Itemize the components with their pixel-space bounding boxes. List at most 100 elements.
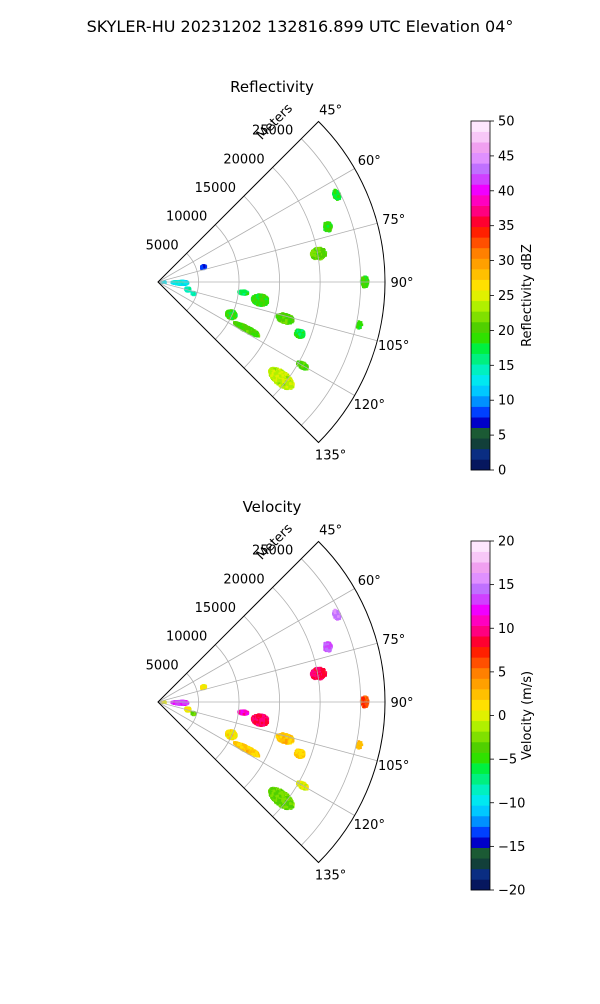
echo-pixel xyxy=(269,370,272,373)
echo-pixel xyxy=(282,374,285,377)
echo-pixel xyxy=(365,283,368,286)
azimuth-spoke xyxy=(158,282,377,341)
echo-pixel xyxy=(265,300,268,303)
echo-pixel xyxy=(322,253,325,256)
colorbar-swatch xyxy=(471,195,490,206)
echo-pixel xyxy=(227,310,230,313)
echo-pixel xyxy=(246,330,249,333)
echo-pixel xyxy=(334,189,337,192)
colorbar-swatch xyxy=(471,184,490,195)
colorbar-tick-label: 45 xyxy=(498,149,515,164)
echo-pixel xyxy=(255,333,258,336)
echo-pixel xyxy=(337,195,340,198)
echo-pixel xyxy=(322,251,325,254)
echo-pixel xyxy=(277,370,280,373)
radial-tick-label: 20000 xyxy=(223,152,264,167)
echo-pixel xyxy=(240,326,243,329)
echo-pixel xyxy=(281,371,284,374)
echo-pixel xyxy=(325,228,328,231)
colorbar-swatch xyxy=(471,248,490,259)
colorbar-swatch xyxy=(471,354,490,365)
echo-pixel xyxy=(357,323,360,326)
echo-pixel xyxy=(366,277,369,280)
echo-cell xyxy=(251,293,269,307)
echo-pixel xyxy=(289,319,292,322)
echo-cell xyxy=(323,221,333,232)
reflectivity-panel: Reflectivity 45°60°75°90°105°120°135°500… xyxy=(146,78,535,479)
colorbar-swatch xyxy=(471,280,490,291)
colorbar-tick-label: 10 xyxy=(498,394,515,409)
echo-pixel xyxy=(274,372,277,375)
colorbar-tick-label: 5 xyxy=(498,429,506,444)
echo-pixel xyxy=(318,247,321,250)
echo-pixel xyxy=(301,329,304,332)
velocity-panel: Velocity 45°60°75°90°105°120°135°5000100… xyxy=(146,498,535,899)
colorbar-swatch xyxy=(471,258,490,269)
echo-pixel xyxy=(252,297,255,300)
echo-pixel xyxy=(242,324,245,327)
colorbar-swatch xyxy=(471,396,490,407)
reflectivity-colorbar-label: Reflectivity dBZ xyxy=(520,244,535,347)
echo-pixel xyxy=(191,292,194,295)
colorbar-swatch xyxy=(471,322,490,333)
colorbar-tick-label: 30 xyxy=(498,254,515,269)
echo-pixel xyxy=(276,375,279,378)
colorbar-swatch xyxy=(471,311,490,322)
echo-cell xyxy=(237,289,249,295)
echo-pixel xyxy=(280,318,283,321)
colorbar-swatch xyxy=(471,237,490,248)
echo-pixel xyxy=(246,292,249,295)
angle-tick-label: 120° xyxy=(354,398,385,413)
colorbar-swatch xyxy=(471,301,490,312)
echo-pixel xyxy=(260,298,263,301)
echo-pixel xyxy=(327,225,330,228)
echo-pixel xyxy=(329,224,332,227)
reflectivity-title: Reflectivity xyxy=(230,78,314,96)
angle-tick-label: 105° xyxy=(378,339,409,354)
colorbar-swatch xyxy=(471,121,490,132)
colorbar-swatch xyxy=(471,153,490,164)
colorbar-tick-label: 25 xyxy=(498,289,515,304)
colorbar-tick-label: 0 xyxy=(498,464,506,479)
colorbar-swatch xyxy=(471,132,490,143)
echo-pixel xyxy=(259,295,262,298)
echo-pixel xyxy=(296,335,299,338)
figure-title: SKYLER-HU 20231202 132816.899 UTC Elevat… xyxy=(87,17,514,36)
colorbar-swatch xyxy=(471,269,490,280)
colorbar-swatch xyxy=(471,385,490,396)
echo-pixel xyxy=(261,302,264,305)
echo-pixel xyxy=(280,316,283,319)
echo-pixel xyxy=(289,382,292,385)
colorbar-swatch xyxy=(471,142,490,153)
colorbar-swatch xyxy=(471,438,490,449)
colorbar-swatch xyxy=(471,364,490,375)
echo-pixel xyxy=(334,194,337,197)
echo-pixel xyxy=(320,256,323,259)
echo-pixel xyxy=(201,265,204,268)
echo-cell xyxy=(171,280,190,286)
echo-cell xyxy=(294,329,306,339)
colorbar-swatch xyxy=(471,375,490,386)
echo-pixel xyxy=(311,250,314,253)
echo-cell xyxy=(332,189,341,201)
echo-pixel xyxy=(361,324,364,327)
echo-pixel xyxy=(227,314,230,317)
echo-cell xyxy=(233,321,260,337)
colorbar-swatch xyxy=(471,163,490,174)
echo-pixel xyxy=(247,326,250,329)
colorbar-swatch xyxy=(471,333,490,344)
angle-tick-label: 135° xyxy=(315,449,346,464)
colorbar-swatch xyxy=(471,206,490,217)
radial-tick-label: 5000 xyxy=(146,238,179,253)
azimuth-spoke xyxy=(158,223,377,282)
echo-pixel xyxy=(284,373,287,376)
echo-cell xyxy=(225,309,238,320)
echo-pixel xyxy=(298,330,301,333)
echo-pixel xyxy=(285,322,288,325)
colorbar-swatch xyxy=(471,174,490,185)
colorbar-tick-label: 50 xyxy=(498,115,515,130)
colorbar-swatch xyxy=(471,227,490,238)
angle-tick-label: 60° xyxy=(358,154,381,169)
